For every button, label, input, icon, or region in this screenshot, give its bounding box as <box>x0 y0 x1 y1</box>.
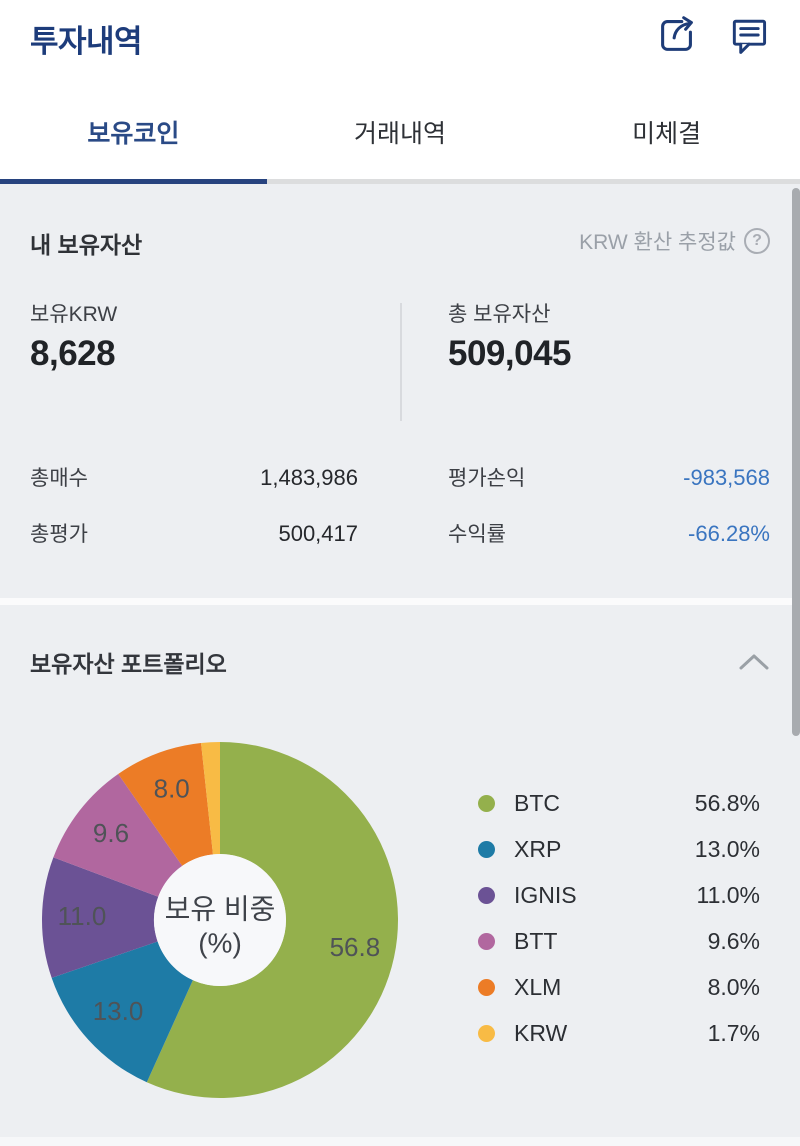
tab-underline-active <box>0 179 267 184</box>
total-valuation-value: 500,417 <box>278 521 358 546</box>
return-rate-value: -66.28% <box>688 521 770 546</box>
help-icon[interactable]: ? <box>744 228 770 254</box>
next-section-edge <box>0 1137 800 1146</box>
legend-pct: 13.0% <box>694 835 760 862</box>
donut-slice-xrp <box>51 941 193 1083</box>
krw-estimate-text: KRW 환산 추정값 <box>579 231 736 254</box>
legend-dot-krw <box>478 1024 495 1042</box>
chevron-up-icon[interactable] <box>734 644 774 680</box>
total-buy-value: 1,483,986 <box>260 465 358 490</box>
donut-slice-ignis <box>41 857 159 978</box>
slice-value-label-btc: 56.8 <box>330 932 381 962</box>
krw-estimate-note: KRW 환산 추정값 ? <box>579 226 770 256</box>
legend-name: IGNIS <box>514 881 577 908</box>
portfolio-legend: BTC 56.8% XRP 13.0% IGNIS 11.0% BTT 9.6%… <box>478 780 760 1056</box>
tab-open-orders[interactable]: 미체결 <box>533 90 800 184</box>
tab-held-coins[interactable]: 보유코인 <box>0 90 267 184</box>
legend-item-ignis: IGNIS 11.0% <box>478 872 760 918</box>
slice-value-label-ignis: 11.0 <box>58 901 107 931</box>
slice-value-label-btt: 9.6 <box>93 818 129 848</box>
legend-name: BTC <box>514 789 560 816</box>
holding-krw-label: 보유KRW <box>30 303 118 326</box>
valuation-pl-value: -983,568 <box>683 465 770 490</box>
donut-slice-xlm <box>118 743 213 866</box>
donut-slice-btt <box>53 773 183 897</box>
total-valuation-label: 총평가 <box>30 523 88 546</box>
total-assets-label: 총 보유자산 <box>448 303 551 326</box>
legend-dot-xlm <box>478 978 495 996</box>
legend-name: BTT <box>514 927 558 954</box>
tab-underline-track <box>0 179 800 184</box>
chat-icon[interactable] <box>726 12 772 58</box>
legend-dot-xrp <box>478 840 495 858</box>
total-valuation-row: 총평가 500,417 <box>30 518 358 548</box>
donut-center-label-line1: 보유 비중 <box>165 893 276 924</box>
page-title: 투자내역 <box>30 24 143 59</box>
donut-center <box>154 854 286 986</box>
legend-item-btt: BTT 9.6% <box>478 918 760 964</box>
slice-value-label-xlm: 8.0 <box>154 774 190 804</box>
portfolio-heading: 보유자산 포트폴리오 <box>30 651 227 677</box>
column-divider <box>400 303 402 421</box>
valuation-pl-label: 평가손익 <box>448 467 526 490</box>
holding-krw-value: 8,628 <box>30 334 116 373</box>
tab-transaction-history[interactable]: 거래내역 <box>267 90 534 184</box>
valuation-pl-row: 평가손익 -983,568 <box>448 462 770 492</box>
legend-pct: 56.8% <box>694 789 760 816</box>
return-rate-label: 수익률 <box>448 523 506 546</box>
legend-name: KRW <box>514 1019 568 1046</box>
legend-item-krw: KRW 1.7% <box>478 1010 760 1056</box>
total-buy-label: 총매수 <box>30 467 88 490</box>
donut-center-label-line2: (%) <box>198 927 242 958</box>
header-actions <box>654 12 772 58</box>
tab-bar: 보유코인 거래내역 미체결 <box>0 90 800 184</box>
portfolio-donut-chart: 56.8 13.0 11.0 9.6 8.0 보유 비중 (%) <box>41 742 399 1098</box>
legend-pct: 8.0% <box>707 973 760 1000</box>
legend-pct: 9.6% <box>707 927 760 954</box>
legend-dot-btc <box>478 794 495 812</box>
donut-slice-krw <box>201 742 220 855</box>
legend-item-xlm: XLM 8.0% <box>478 964 760 1010</box>
legend-name: XLM <box>514 973 562 1000</box>
legend-pct: 11.0% <box>696 881 760 908</box>
legend-pct: 1.7% <box>707 1019 760 1046</box>
slice-value-label-xrp: 13.0 <box>93 996 144 1026</box>
legend-dot-ignis <box>478 886 495 904</box>
legend-dot-btt <box>478 932 495 950</box>
assets-heading: 내 보유자산 <box>30 232 143 258</box>
total-buy-row: 총매수 1,483,986 <box>30 462 358 492</box>
share-icon[interactable] <box>654 12 700 58</box>
legend-item-btc: BTC 56.8% <box>478 780 760 826</box>
return-rate-row: 수익률 -66.28% <box>448 518 770 548</box>
scrollbar-thumb[interactable] <box>792 188 800 736</box>
section-divider <box>0 598 800 605</box>
total-assets-value: 509,045 <box>448 334 572 373</box>
legend-item-xrp: XRP 13.0% <box>478 826 760 872</box>
legend-name: XRP <box>514 835 562 862</box>
donut-slice-btc <box>146 742 399 1098</box>
